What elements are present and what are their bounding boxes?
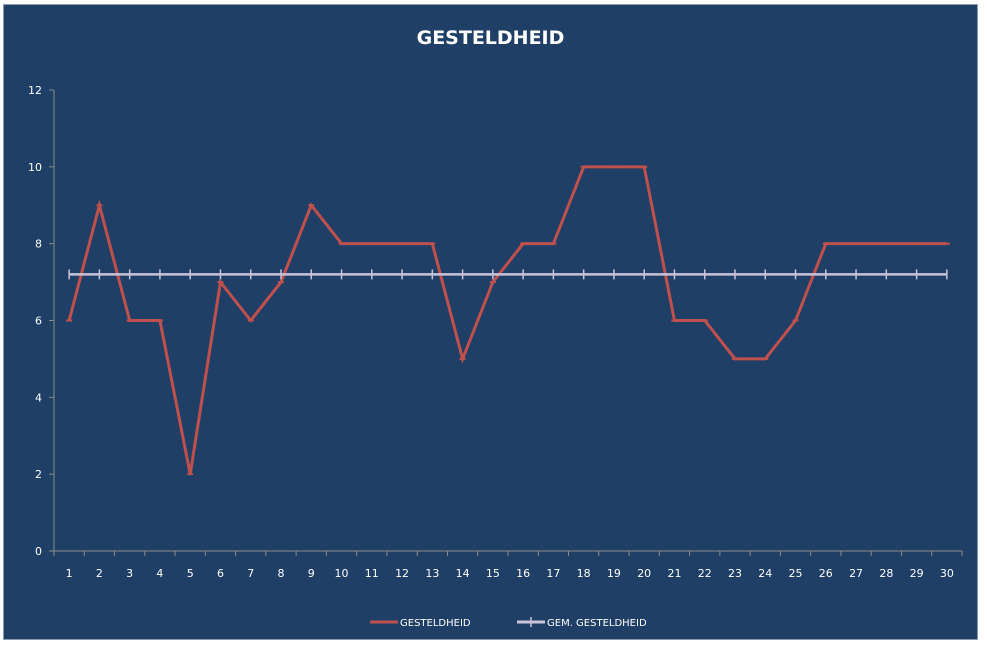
x-tick-label: 26 xyxy=(819,567,833,580)
x-tick-label: 7 xyxy=(247,567,254,580)
x-tick-label: 10 xyxy=(335,567,349,580)
x-tick-label: 2 xyxy=(96,567,103,580)
x-tick-label: 13 xyxy=(425,567,439,580)
x-tick-label: 24 xyxy=(758,567,772,580)
x-tick-label: 1 xyxy=(66,567,73,580)
chart-title: GESTELDHEID xyxy=(416,27,565,49)
x-tick-label: 28 xyxy=(879,567,893,580)
x-tick-label: 30 xyxy=(940,567,954,580)
legend: GESTELDHEID GEM. GESTELDHEID xyxy=(370,617,647,629)
x-tick-label: 27 xyxy=(849,567,863,580)
x-tick-label: 18 xyxy=(577,567,591,580)
plot-series xyxy=(66,165,950,476)
x-tick-label: 6 xyxy=(217,567,224,580)
chart-area: GESTELDHEID xyxy=(3,4,978,640)
x-tick-label: 3 xyxy=(126,567,133,580)
y-tick-label: 10 xyxy=(28,161,42,174)
legend-label: GEM. GESTELDHEID xyxy=(547,618,647,629)
y-tick-label: 8 xyxy=(35,238,42,251)
x-tick-label: 12 xyxy=(395,567,409,580)
series-line xyxy=(67,165,947,475)
x-tick-label: 14 xyxy=(456,567,470,580)
y-tick-label: 0 xyxy=(35,545,42,558)
x-tick-label: 19 xyxy=(607,567,621,580)
x-tick-label: 22 xyxy=(698,567,712,580)
x-tick-label: 16 xyxy=(516,567,530,580)
x-tick-label: 8 xyxy=(278,567,285,580)
x-tick-label: 21 xyxy=(667,567,681,580)
y-tick-label: 4 xyxy=(35,391,42,404)
x-tick-label: 9 xyxy=(308,567,315,580)
x-tick-label: 20 xyxy=(637,567,651,580)
y-tick-label: 12 xyxy=(28,84,42,97)
x-tick-label: 5 xyxy=(187,567,194,580)
y-tick-label: 2 xyxy=(35,468,42,481)
x-tick-label: 4 xyxy=(156,567,163,580)
x-tick-label: 29 xyxy=(910,567,924,580)
x-tick-label: 11 xyxy=(365,567,379,580)
x-tick-label: 25 xyxy=(789,567,803,580)
x-tick-label: 23 xyxy=(728,567,742,580)
legend-label: GESTELDHEID xyxy=(400,618,471,629)
y-tick-label: 6 xyxy=(35,315,42,328)
x-tick-label: 17 xyxy=(546,567,560,580)
x-tick-label: 15 xyxy=(486,567,500,580)
